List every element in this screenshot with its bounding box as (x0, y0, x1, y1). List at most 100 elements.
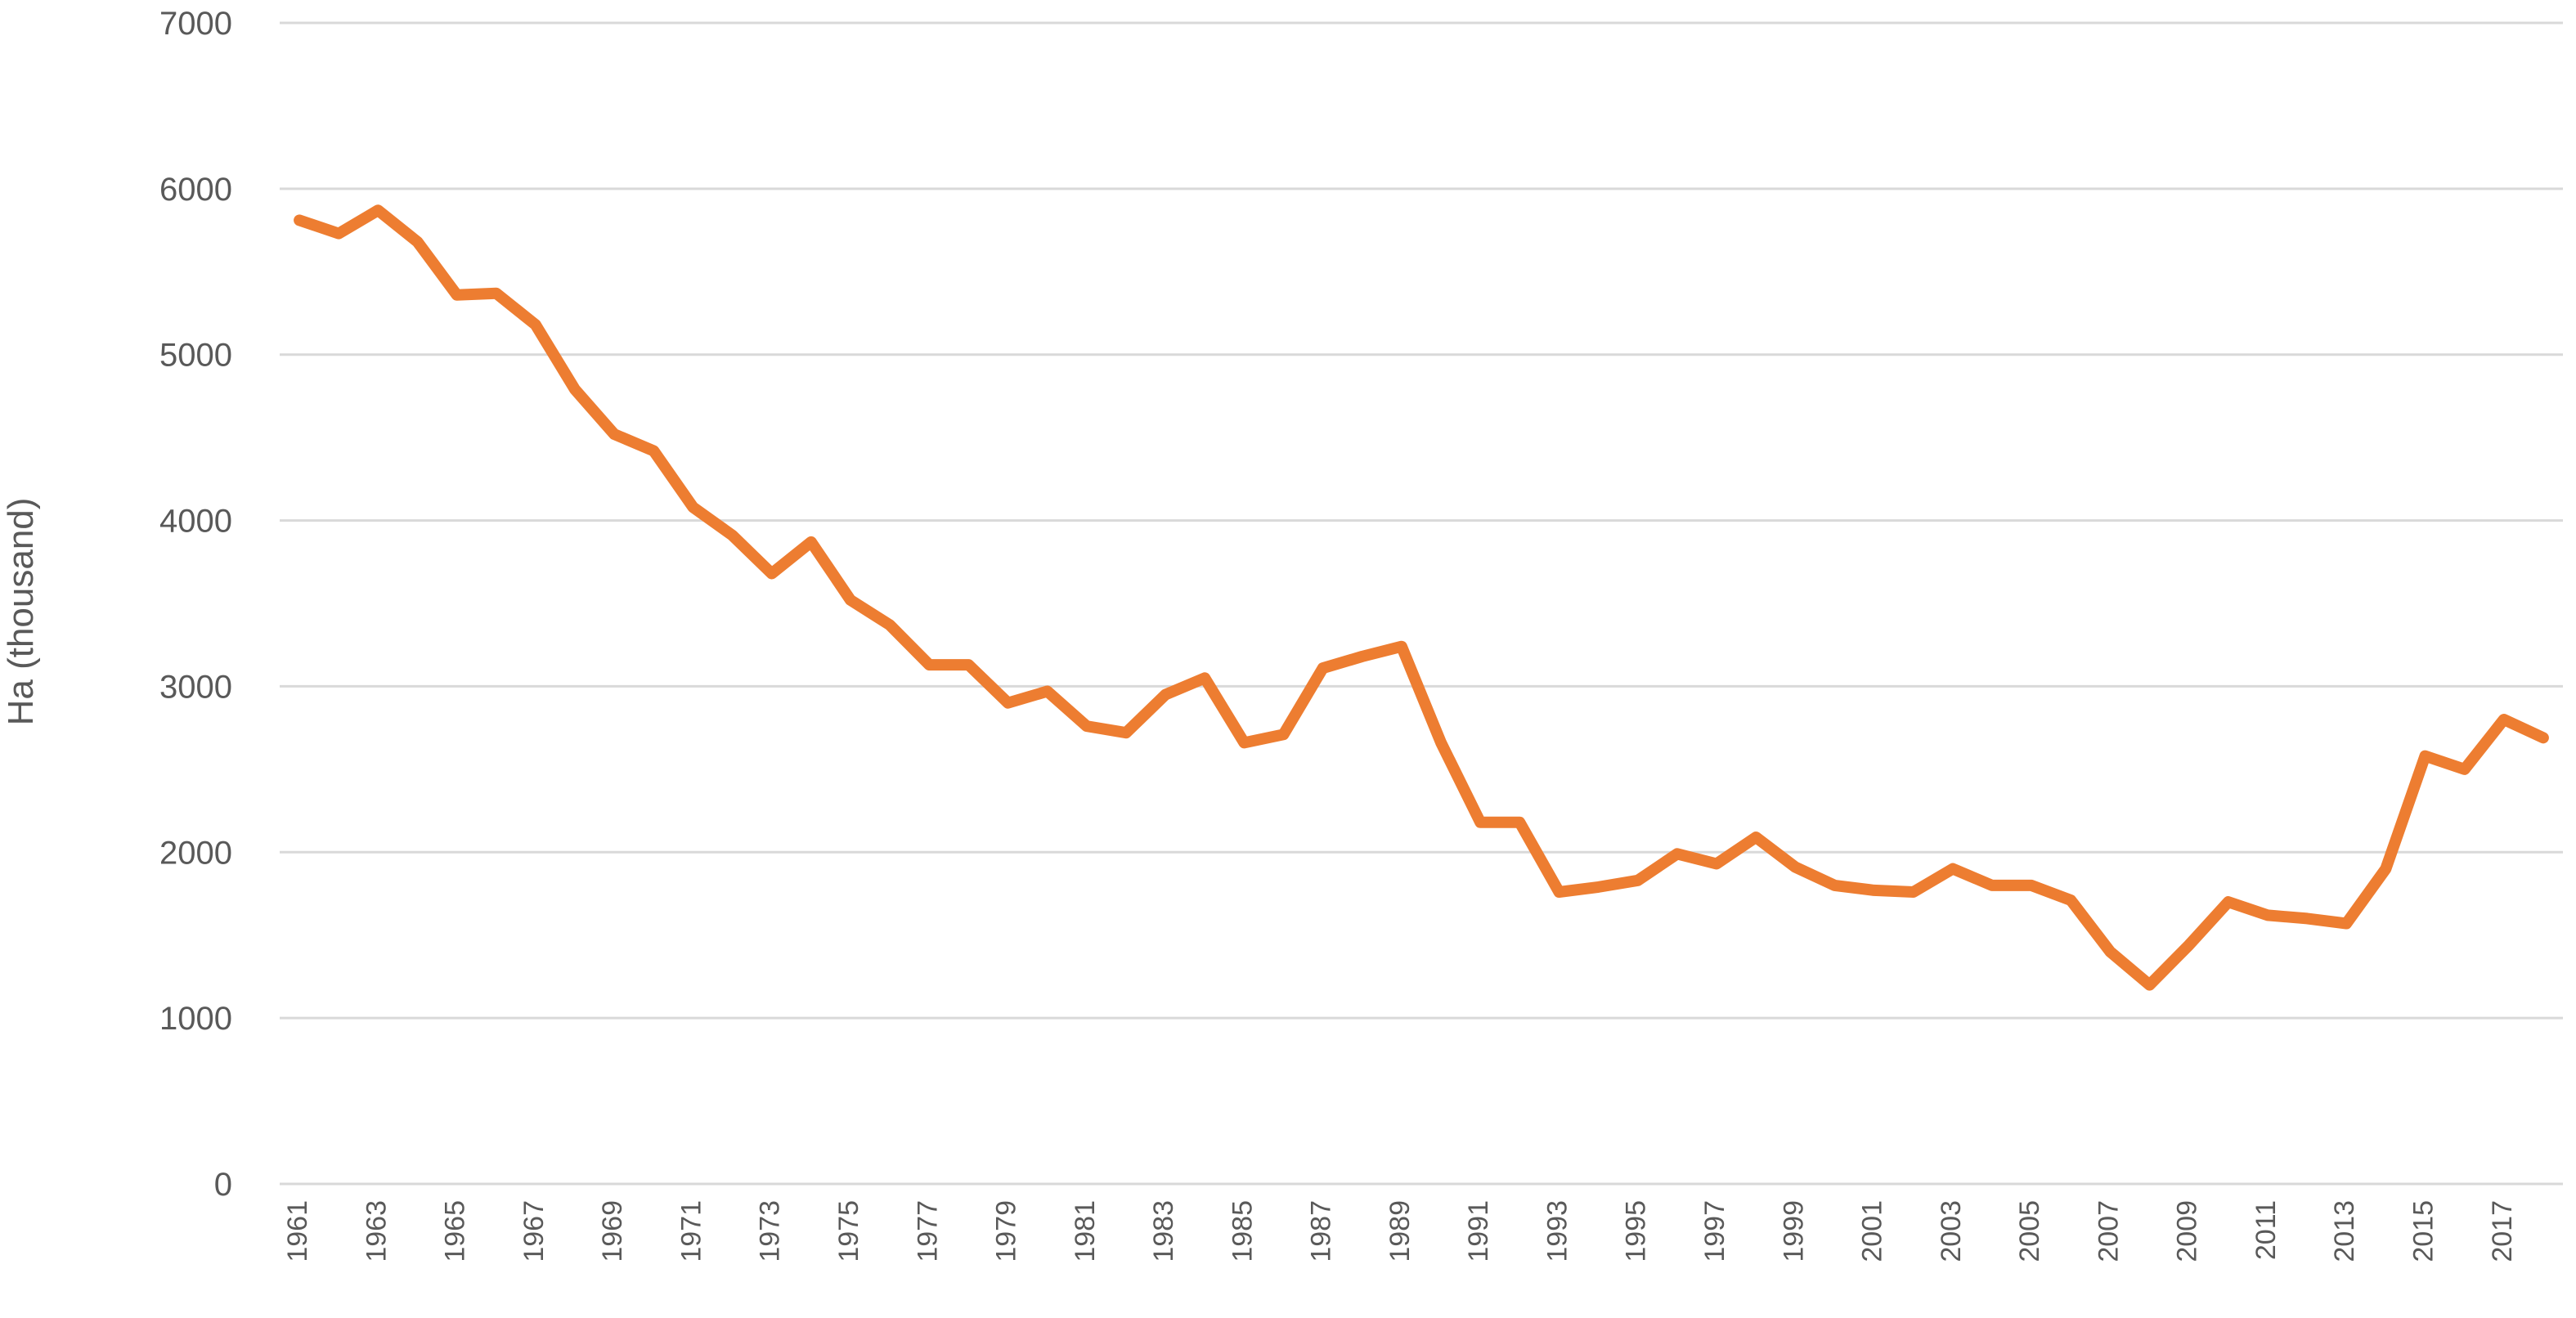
data-point (2149, 984, 2151, 986)
data-point (2425, 755, 2426, 757)
data-point (298, 219, 300, 221)
x-tick-label: 1991 (1463, 1200, 1494, 1262)
y-tick-label: 3000 (159, 669, 232, 705)
y-tick-label: 2000 (159, 835, 232, 871)
data-point (456, 294, 458, 296)
x-tick-label: 2007 (2093, 1200, 2124, 1262)
data-point (850, 599, 851, 601)
y-tick-label: 0 (214, 1167, 232, 1203)
x-tick-label: 2009 (2172, 1200, 2203, 1262)
data-point (1479, 822, 1481, 823)
data-point (2385, 868, 2386, 870)
x-tick-label: 2005 (2014, 1200, 2045, 1262)
data-point (1047, 691, 1048, 693)
data-point (377, 209, 379, 211)
x-tick-label: 1989 (1384, 1200, 1416, 1262)
data-point (967, 664, 969, 666)
x-tick-label: 1971 (675, 1200, 707, 1262)
data-point (1716, 863, 1717, 865)
data-point (574, 388, 576, 390)
x-tick-label: 1985 (1227, 1200, 1258, 1262)
data-point (810, 541, 812, 543)
x-tick-label: 1979 (991, 1200, 1022, 1262)
data-point (1637, 880, 1639, 881)
y-axis-ticks: 0 1000 2000 3000 4000 5000 6000 7000 (159, 6, 232, 1203)
y-tick-label: 5000 (159, 338, 232, 374)
data-point (653, 450, 654, 451)
x-tick-label: 2015 (2408, 1200, 2439, 1262)
data-point (1008, 702, 1009, 704)
x-tick-label: 1987 (1306, 1200, 1337, 1262)
data-point (1440, 742, 1442, 743)
x-tick-label: 1983 (1148, 1200, 1179, 1262)
data-point (1283, 733, 1285, 735)
data-point (1755, 836, 1757, 838)
data-point (2306, 917, 2308, 919)
data-point (1362, 656, 1363, 657)
data-point (1598, 886, 1600, 888)
y-tick-label: 6000 (159, 172, 232, 208)
x-tick-label: 2013 (2329, 1200, 2360, 1262)
data-point (1086, 725, 1088, 727)
y-tick-label: 4000 (159, 504, 232, 540)
data-point (2070, 899, 2071, 901)
data-point (2542, 737, 2544, 738)
x-tick-label: 2017 (2487, 1200, 2518, 1262)
data-point (338, 233, 339, 235)
data-point (1322, 667, 1324, 669)
gridlines (280, 21, 2563, 1186)
x-tick-label: 1997 (1699, 1200, 1730, 1262)
x-tick-label: 1967 (518, 1200, 550, 1262)
x-axis-ticks: 1961 1963 1965 1967 1969 1971 1973 1975 1977 1979… (282, 1200, 2518, 1262)
data-point (1243, 742, 1245, 743)
x-tick-label: 1981 (1070, 1200, 1101, 1262)
x-tick-label: 1963 (361, 1200, 392, 1262)
data-point (2267, 914, 2269, 916)
x-tick-label: 2011 (2251, 1200, 2282, 1260)
data-point (535, 324, 536, 325)
data-point (1401, 646, 1402, 648)
data-point (889, 624, 891, 625)
data-point (417, 241, 419, 243)
data-point (692, 506, 693, 508)
x-tick-label: 1999 (1778, 1200, 1809, 1262)
series-line-0 (294, 204, 2549, 991)
data-point (1519, 822, 1520, 823)
data-point (2031, 885, 2032, 886)
data-point (2109, 951, 2111, 953)
data-point (2228, 901, 2229, 903)
x-tick-label: 1995 (1621, 1200, 1652, 1262)
y-tick-label: 7000 (159, 6, 232, 42)
x-tick-label: 1969 (597, 1200, 628, 1262)
series-layer (294, 204, 2549, 991)
y-tick-label: 1000 (159, 1001, 232, 1037)
data-point (2345, 923, 2347, 925)
x-tick-label: 1993 (1542, 1200, 1573, 1262)
x-tick-label: 2003 (1936, 1200, 1967, 1262)
data-point (1952, 868, 1954, 870)
data-point (771, 573, 773, 575)
data-point (928, 664, 930, 666)
x-tick-label: 1975 (833, 1200, 864, 1262)
x-tick-label: 2001 (1857, 1200, 1888, 1262)
data-point (1204, 677, 1205, 679)
y-axis-label: Ha (thousand) (1, 498, 41, 726)
data-point (1833, 885, 1835, 886)
data-point (2188, 944, 2190, 946)
data-point (613, 433, 615, 435)
data-point (1794, 867, 1796, 868)
data-point (732, 535, 734, 536)
data-point (1874, 890, 1875, 891)
x-tick-label: 1965 (440, 1200, 471, 1262)
data-point (2503, 719, 2505, 720)
data-point (1165, 694, 1166, 696)
x-tick-label: 1977 (912, 1200, 943, 1262)
x-tick-label: 1973 (755, 1200, 786, 1262)
data-point (1991, 885, 1993, 886)
data-point (496, 293, 497, 294)
data-point (2464, 769, 2466, 770)
x-tick-label: 1961 (282, 1200, 313, 1262)
data-point (1559, 891, 1560, 893)
data-point (1125, 732, 1127, 733)
